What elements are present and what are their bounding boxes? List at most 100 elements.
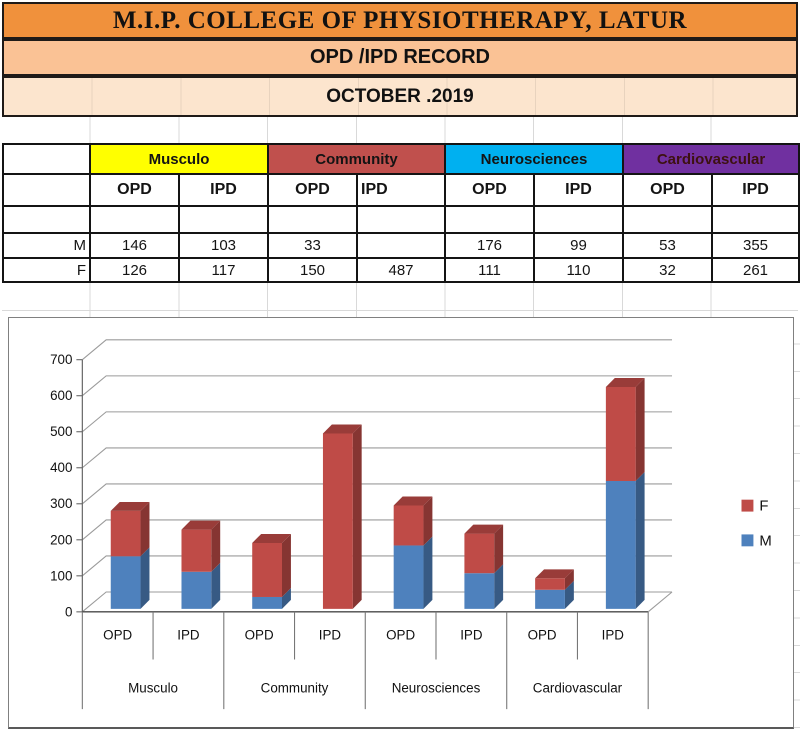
bar-top-cardiovascular-ipd [605, 378, 645, 387]
empty-cell[interactable] [267, 205, 358, 234]
gridline-500 [81, 411, 673, 433]
sub-header-3-ipd[interactable]: IPD [356, 173, 446, 207]
gridline-700 [81, 339, 673, 361]
row-label-f[interactable]: F [2, 257, 91, 283]
bar-side-cardiovascular-ipd-f [635, 378, 645, 481]
legend-label-f: F [759, 499, 768, 515]
bar-side-cardiovascular-opd-m [564, 580, 574, 609]
x-axis-label-cardiovascular-opd: OPD [528, 628, 557, 643]
bar-segment-neurosciences-opd-f [393, 505, 424, 546]
bar-side-neurosciences-ipd-m [494, 564, 504, 609]
empty-cell[interactable] [444, 205, 535, 234]
bar-top-cardiovascular-opd [535, 569, 574, 579]
bar-side-community-opd-f [281, 534, 291, 597]
table-corner-cell[interactable] [2, 143, 91, 175]
bar-side-community-ipd-f [352, 424, 362, 609]
value-cell-m-0[interactable]: 146 [89, 232, 180, 259]
record-subtitle-banner[interactable]: OPD /IPD RECORD [2, 39, 798, 76]
college-title-text: M.I.P. COLLEGE OF PHYSIOTHERAPY, LATUR [112, 6, 688, 34]
sub-header-4-opd[interactable]: OPD [444, 173, 535, 207]
empty-cell[interactable] [89, 205, 180, 234]
bar-segment-neurosciences-ipd-f [464, 533, 495, 574]
gridline-300 [81, 483, 673, 505]
value-cell-f-4[interactable]: 111 [444, 257, 535, 283]
month-text: OCTOBER .2019 [326, 85, 474, 107]
y-axis-label-300: 300 [50, 496, 72, 511]
value-cell-m-2[interactable]: 33 [267, 232, 358, 259]
bar-segment-cardiovascular-ipd-m [605, 480, 636, 609]
bar-segment-cardiovascular-opd-f [535, 578, 565, 590]
value-cell-f-0[interactable]: 126 [89, 257, 180, 283]
bar-segment-musculo-opd-f [110, 510, 141, 557]
bar-top-community-opd [252, 534, 291, 543]
sub-header-7-ipd[interactable]: IPD [711, 173, 800, 207]
legend-label-m: M [759, 533, 771, 549]
sub-header-1-ipd[interactable]: IPD [178, 173, 269, 207]
empty-cell[interactable] [2, 205, 91, 234]
sheet-gridlines-middle [2, 283, 798, 317]
sub-header-6-opd[interactable]: OPD [622, 173, 714, 207]
sub-header-2-opd[interactable]: OPD [267, 173, 358, 207]
value-cell-m-1[interactable]: 103 [178, 232, 269, 259]
value-cell-m-5[interactable]: 99 [532, 232, 625, 259]
bar-side-musculo-ipd-f [211, 520, 221, 572]
value-cell-m-3[interactable] [356, 232, 446, 259]
group-header-neurosciences[interactable]: Neurosciences [443, 143, 625, 175]
value-cell-m-7[interactable]: 355 [711, 232, 800, 259]
group-header-community[interactable]: Community [267, 143, 446, 175]
value-cell-m-4[interactable]: 176 [444, 232, 535, 259]
empty-cell[interactable] [356, 205, 446, 234]
record-subtitle-text: OPD /IPD RECORD [309, 46, 491, 68]
x-axis-label-cardiovascular-ipd: IPD [602, 628, 625, 643]
y-axis-label-100: 100 [50, 568, 72, 583]
value-cell-f-2[interactable]: 150 [267, 257, 358, 283]
empty-cell[interactable] [532, 205, 625, 234]
gridline-0 [81, 591, 673, 613]
y-axis-label-600: 600 [50, 388, 72, 403]
group-header-cardiovascular[interactable]: Cardiovascular [622, 143, 800, 175]
empty-cell[interactable] [711, 205, 800, 234]
bar-side-neurosciences-opd-f [423, 496, 433, 546]
value-cell-f-5[interactable]: 110 [532, 257, 625, 283]
value-cell-f-7[interactable]: 261 [711, 257, 800, 283]
bar-segment-neurosciences-ipd-m [464, 573, 495, 609]
bar-side-community-opd-m [281, 588, 291, 609]
opd-ipd-chart[interactable]: 0 100 200 300 400 500 600 700 OPD IPD OPD IPD OPD IPD… [8, 317, 794, 729]
bar-side-cardiovascular-opd-f [564, 569, 574, 590]
month-banner[interactable]: OCTOBER .2019 [2, 76, 798, 117]
bar-segment-community-ipd-f [322, 433, 353, 609]
gridline-600 [81, 375, 673, 397]
y-axis-label-700: 700 [50, 352, 72, 367]
floor-right-edge [647, 591, 673, 613]
y-axis-label-400: 400 [50, 460, 72, 475]
bar-side-musculo-opd-m [140, 547, 150, 609]
bar-segment-cardiovascular-ipd-f [605, 386, 636, 481]
value-cell-m-6[interactable]: 53 [622, 232, 714, 259]
empty-cell[interactable] [178, 205, 269, 234]
x-axis-label-neurosciences-opd: OPD [386, 628, 415, 643]
group-header-musculo[interactable]: Musculo [89, 143, 269, 175]
sub-header-5-ipd[interactable]: IPD [532, 173, 625, 207]
x-axis-label-community-ipd: IPD [319, 628, 342, 643]
bar-side-cardiovascular-ipd-m [635, 472, 645, 609]
empty-cell[interactable] [622, 205, 714, 234]
bar-top-musculo-ipd [181, 520, 221, 530]
bar-top-neurosciences-ipd [464, 524, 504, 534]
table-corner-cell-2[interactable] [2, 173, 91, 207]
college-title-banner[interactable]: M.I.P. COLLEGE OF PHYSIOTHERAPY, LATUR [2, 2, 798, 39]
value-cell-f-6[interactable]: 32 [622, 257, 714, 283]
bar-top-community-ipd [322, 424, 362, 434]
y-axis-label-0: 0 [65, 604, 72, 619]
bar-segment-musculo-ipd-m [181, 571, 212, 609]
bar-segment-musculo-opd-m [110, 556, 141, 609]
sub-header-0-opd[interactable]: OPD [89, 173, 180, 207]
sheet-gridlines-right [794, 317, 800, 729]
bar-side-musculo-opd-f [140, 501, 150, 557]
opd-ipd-table: Musculo Community Neurosciences Cardiovascu… [2, 143, 800, 283]
sheet-gridlines-top [2, 117, 798, 143]
value-cell-f-1[interactable]: 117 [178, 257, 269, 283]
value-cell-f-3[interactable]: 487 [356, 257, 446, 283]
legend-swatch-f [741, 499, 754, 512]
category-label-community: Community [261, 680, 329, 695]
row-label-m[interactable]: M [2, 232, 91, 259]
